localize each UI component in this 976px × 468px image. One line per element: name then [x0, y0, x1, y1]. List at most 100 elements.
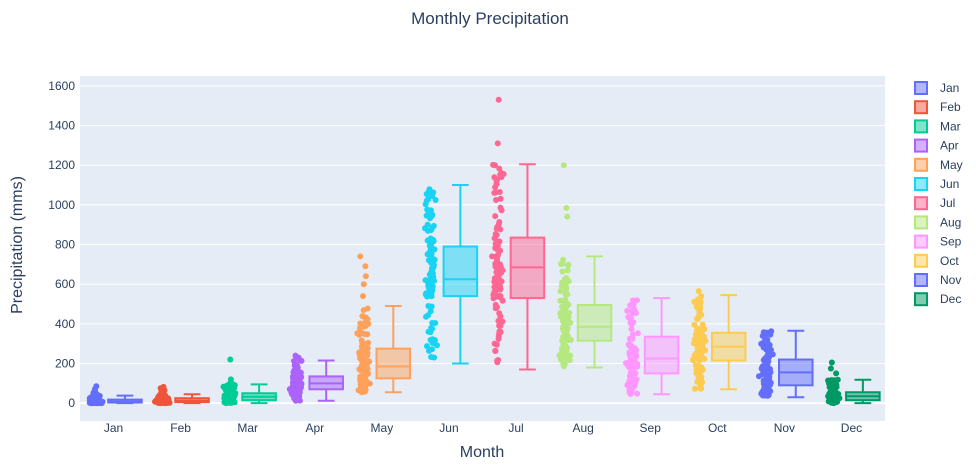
- box-traces: [86, 96, 881, 407]
- data-point: [424, 206, 431, 213]
- outlier-point: [362, 263, 369, 270]
- legend-label: Oct: [940, 254, 959, 268]
- data-point: [422, 277, 429, 284]
- box-trace-nov[interactable]: [756, 328, 814, 399]
- legend-swatch: [914, 253, 928, 268]
- x-tick-label: Feb: [170, 421, 191, 435]
- x-axis-ticks: Jan Feb Mar Apr May Jun Jul Aug Sep Oct Nov Dec: [104, 421, 862, 435]
- box-trace-jun[interactable]: [422, 184, 479, 365]
- box-trace-feb[interactable]: [152, 383, 210, 407]
- box-trace-oct[interactable]: [690, 288, 747, 392]
- outlier-point: [695, 288, 702, 295]
- data-point: [691, 336, 698, 343]
- outlier-point: [563, 204, 570, 211]
- x-tick-label: Jan: [104, 421, 123, 435]
- data-point: [634, 390, 641, 397]
- data-point: [157, 395, 164, 402]
- legend-item-dec[interactable]: Dec: [914, 292, 961, 307]
- data-point: [768, 328, 775, 335]
- data-point: [431, 354, 438, 361]
- data-point: [492, 213, 499, 220]
- data-point: [428, 324, 435, 331]
- legend-item-nov[interactable]: Nov: [914, 273, 961, 287]
- legend-item-aug[interactable]: Aug: [914, 215, 961, 230]
- data-point: [697, 385, 704, 392]
- legend-label: Mar: [940, 119, 961, 133]
- data-point: [493, 268, 500, 275]
- legend-swatch: [914, 138, 928, 153]
- data-point: [428, 248, 435, 255]
- data-point: [423, 191, 430, 197]
- legend-label: Dec: [940, 292, 961, 306]
- data-point: [496, 165, 503, 172]
- data-point: [96, 399, 102, 406]
- data-point: [628, 326, 635, 333]
- data-point: [565, 278, 572, 285]
- legend-item-mar[interactable]: Mar: [914, 119, 961, 134]
- y-tick-label: 1400: [48, 119, 75, 133]
- legend-item-oct[interactable]: Oct: [914, 253, 959, 268]
- legend-item-apr[interactable]: Apr: [914, 138, 959, 153]
- data-point: [427, 308, 434, 315]
- data-point: [695, 314, 702, 321]
- legend-item-jan[interactable]: Jan: [914, 81, 959, 95]
- box: [643, 335, 680, 375]
- legend-item-may[interactable]: May: [914, 157, 963, 172]
- data-point: [831, 391, 838, 398]
- outlier-point: [227, 356, 234, 363]
- outlier-point: [362, 273, 369, 280]
- x-axis-title: Month: [460, 444, 504, 461]
- data-point: [831, 399, 838, 406]
- data-point: [432, 320, 439, 326]
- data-point: [629, 331, 636, 338]
- box-trace-may[interactable]: [354, 253, 412, 396]
- x-tick-label: Mar: [237, 421, 258, 435]
- data-point: [564, 333, 571, 340]
- data-point: [630, 319, 637, 326]
- data-point: [361, 350, 368, 357]
- box-trace-jan[interactable]: [86, 383, 143, 407]
- box: [576, 304, 613, 342]
- data-point: [565, 261, 572, 268]
- box-trace-mar[interactable]: [220, 356, 277, 407]
- box-trace-sep[interactable]: [623, 297, 680, 397]
- box-trace-dec[interactable]: [825, 359, 881, 407]
- box-trace-apr[interactable]: [286, 352, 344, 404]
- y-tick-label: 400: [55, 317, 75, 331]
- legend-item-feb[interactable]: Feb: [914, 100, 961, 115]
- data-point: [423, 290, 430, 297]
- legend-swatch: [914, 157, 928, 172]
- legend-swatch: [914, 119, 928, 134]
- data-point: [497, 204, 504, 211]
- data-point: [764, 352, 771, 359]
- outlier-point: [494, 140, 501, 147]
- data-point: [222, 385, 228, 392]
- legend-label: Jan: [940, 81, 959, 95]
- data-point: [362, 323, 369, 330]
- data-point: [498, 278, 505, 285]
- data-point: [492, 280, 499, 287]
- data-point: [628, 353, 635, 360]
- legend-item-jul[interactable]: Jul: [914, 196, 955, 211]
- data-point: [495, 246, 502, 253]
- legend-item-sep[interactable]: Sep: [914, 234, 962, 249]
- data-point: [495, 221, 502, 227]
- data-point: [765, 392, 772, 399]
- legend-item-jun[interactable]: Jun: [914, 177, 959, 191]
- data-point: [428, 268, 435, 275]
- legend-label: Aug: [940, 215, 961, 229]
- outlier-point: [360, 293, 366, 300]
- legend[interactable]: Jan Feb Mar Apr May Jun Jul Aug Sep Oct Nov Dec: [914, 81, 963, 307]
- box-trace-jul[interactable]: [489, 96, 546, 371]
- box-trace-aug[interactable]: [556, 162, 613, 370]
- data-point: [490, 161, 497, 168]
- data-point: [491, 189, 498, 196]
- outlier-point: [827, 365, 834, 372]
- data-point: [423, 313, 429, 320]
- data-point: [499, 297, 506, 304]
- data-point: [627, 383, 634, 389]
- x-tick-label: Sep: [640, 421, 662, 435]
- data-point: [424, 237, 431, 244]
- data-point: [492, 184, 499, 191]
- data-point: [691, 321, 698, 328]
